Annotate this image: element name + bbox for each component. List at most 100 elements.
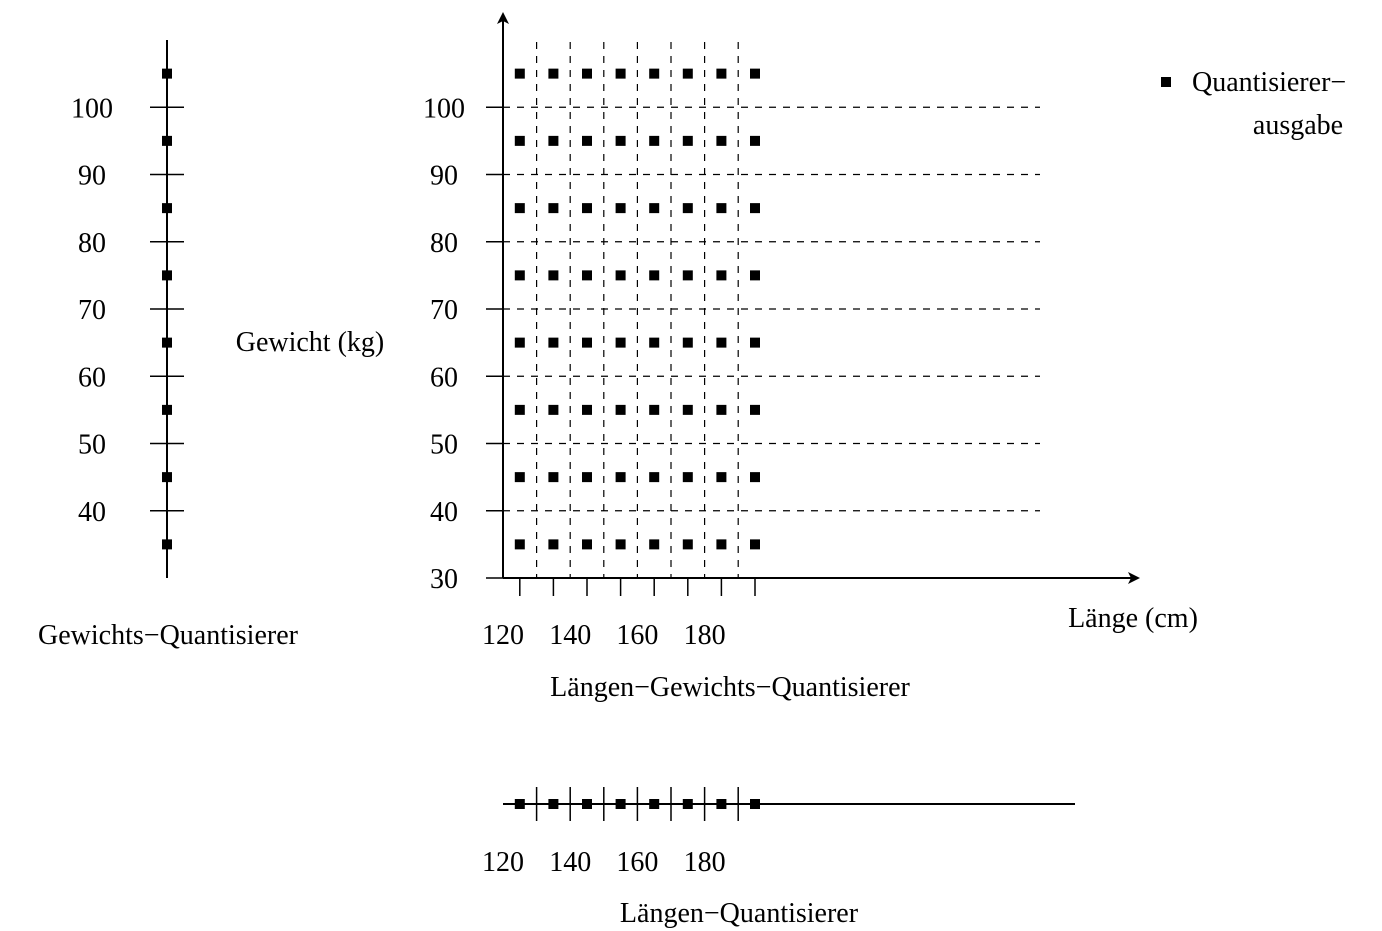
weight-ticks [150,106,184,512]
joint-output-marker [582,539,592,550]
joint-output-marker [682,337,693,348]
joint-output-marker [514,337,525,348]
joint-quantizer-outputs [514,68,760,550]
joint-output-marker [615,539,626,550]
joint-output-marker [750,135,760,146]
joint-output-marker [649,539,660,550]
joint-output-marker [582,135,592,146]
joint-output-marker [750,68,760,79]
joint-output-marker [682,472,693,483]
weight-tick-labels: 40 50 60 70 80 90 100 [71,93,113,528]
joint-x-ticks [519,578,756,596]
legend: Quantisierer− ausgabe [1161,67,1346,141]
joint-output-marker [649,472,660,483]
weight-tick-label: 60 [78,362,106,393]
joint-output-marker [582,68,592,79]
weight-output-marker [162,203,172,214]
x-axis-label: Länge (cm) [1068,603,1198,634]
joint-y-tick-label: 90 [430,161,458,192]
weight-output-marker [162,270,172,281]
length-output-marker [514,799,525,809]
joint-output-marker [716,135,727,146]
length-tick-label: 160 [616,847,658,878]
length-output-marker [750,799,760,809]
joint-output-marker [548,68,559,79]
joint-output-marker [750,337,760,348]
joint-output-marker [649,135,660,146]
weight-quantizer: 40 50 60 70 80 90 100 Gewichts−Quantisierer [38,40,299,651]
legend-marker-icon [1161,77,1171,87]
joint-y-tick-label: 50 [430,430,458,461]
joint-output-marker [682,404,693,415]
joint-grid-lines [503,42,1040,578]
weight-tick-label: 50 [78,430,106,461]
joint-output-marker [716,472,727,483]
joint-output-marker [615,472,626,483]
joint-output-marker [682,68,693,79]
joint-output-marker [682,539,693,550]
weight-quantizer-outputs [162,68,172,550]
joint-x-tick-label: 180 [684,620,726,651]
joint-output-marker [615,135,626,146]
length-tick-labels: 120 140 160 180 [482,847,726,878]
joint-output-marker [649,68,660,79]
y-axis-label: Gewicht (kg) [236,327,385,358]
joint-y-tick-label: 80 [430,228,458,259]
length-output-marker [582,799,592,809]
joint-output-marker [716,270,727,281]
joint-y-tick-label: 70 [430,295,458,326]
joint-output-marker [682,270,693,281]
length-tick-label: 180 [684,847,726,878]
joint-output-marker [750,270,760,281]
joint-output-marker [615,270,626,281]
joint-y-tick-label: 100 [423,93,465,124]
joint-output-marker [514,404,525,415]
joint-x-tick-labels: 120 140 160 180 [482,620,726,651]
length-output-marker [548,799,559,809]
joint-output-marker [750,404,760,415]
joint-output-marker [649,270,660,281]
length-output-marker [716,799,727,809]
joint-output-marker [615,404,626,415]
joint-output-marker [548,539,559,550]
weight-tick-label: 90 [78,161,106,192]
joint-output-marker [750,539,760,550]
weight-output-marker [162,337,172,348]
weight-output-marker [162,404,172,415]
joint-output-marker [514,68,525,79]
joint-output-marker [716,68,727,79]
joint-output-marker [716,539,727,550]
length-tick-label: 120 [482,847,524,878]
joint-output-marker [649,337,660,348]
joint-y-ticks [486,106,503,579]
joint-output-marker [514,135,525,146]
joint-output-marker [716,203,727,214]
joint-output-marker [682,203,693,214]
joint-quantizer-title: Längen−Gewichts−Quantisierer [550,672,910,703]
length-ticks [535,787,739,821]
joint-output-marker [615,337,626,348]
joint-output-marker [582,270,592,281]
joint-quantizer: 30 40 50 60 70 80 90 100 120 140 160 180 Gewicht (… [236,12,1198,703]
weight-tick-label: 70 [78,295,106,326]
legend-line-2: ausgabe [1253,110,1343,141]
weight-output-marker [162,135,172,146]
joint-y-tick-labels: 30 40 50 60 70 80 90 100 [423,93,465,595]
weight-output-marker [162,68,172,79]
joint-output-marker [582,404,592,415]
length-quantizer-outputs [514,799,760,809]
joint-output-marker [548,472,559,483]
joint-output-marker [716,337,727,348]
length-output-marker [649,799,660,809]
joint-output-marker [514,270,525,281]
length-tick-label: 140 [549,847,591,878]
length-quantizer: 120 140 160 180 Längen−Quantisierer [482,787,1075,929]
joint-y-tick-label: 30 [430,564,458,595]
joint-output-marker [548,337,559,348]
joint-output-marker [514,203,525,214]
weight-tick-label: 40 [78,497,106,528]
joint-output-marker [548,135,559,146]
length-quantizer-title: Längen−Quantisierer [620,898,859,929]
weight-tick-label: 80 [78,228,106,259]
